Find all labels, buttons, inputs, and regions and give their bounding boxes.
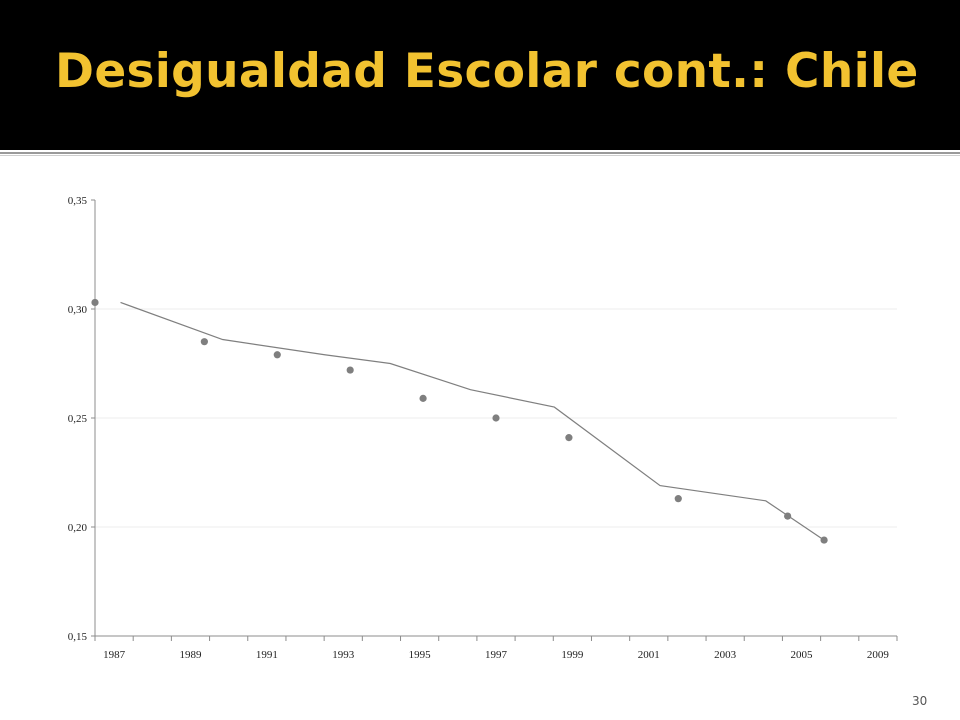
x-tick-label: 2003	[714, 649, 737, 661]
x-tick-label: 1993	[332, 649, 355, 661]
x-tick-label: 1999	[561, 649, 584, 661]
y-tick-label: 0,25	[68, 413, 88, 425]
title-divider-shadow	[0, 155, 960, 156]
y-axis-ticks	[91, 199, 95, 637]
x-tick-label: 1987	[103, 649, 126, 661]
x-tick-label: 1995	[409, 649, 432, 661]
x-axis-labels: 1987 1989 1991 1993 1995 1997 1999 2001 2003 2005…	[103, 649, 889, 661]
y-tick-label: 0,35	[68, 195, 88, 207]
page-number: 30	[912, 694, 928, 708]
x-tick-label: 2005	[791, 649, 814, 661]
x-tick-label: 1997	[485, 649, 508, 661]
data-points	[91, 298, 828, 544]
data-point	[820, 536, 828, 544]
data-point	[273, 351, 281, 359]
title-divider	[0, 152, 960, 154]
trend-line	[120, 301, 825, 541]
y-tick-label: 0,20	[68, 522, 88, 534]
y-tick-label: 0,15	[68, 631, 88, 643]
slide-title: Desigualdad Escolar cont.: Chile	[55, 44, 919, 99]
data-point	[565, 434, 573, 442]
x-tick-label: 1989	[179, 649, 202, 661]
chart: 1987 1989 1991 1993 1995 1997 1999 2001 2003 2005…	[68, 195, 898, 661]
data-point	[784, 512, 792, 520]
data-point	[492, 414, 500, 422]
title-bar: Desigualdad Escolar cont.: Chile	[0, 0, 960, 150]
x-tick-label: 1991	[256, 649, 278, 661]
x-tick-label: 2009	[867, 649, 890, 661]
y-tick-label: 0,30	[68, 304, 88, 316]
x-tick-label: 2001	[638, 649, 660, 661]
x-axis-ticks	[94, 636, 898, 641]
data-point	[200, 338, 208, 346]
y-axis-labels: 0,15 0,20 0,25 0,30 0,35	[68, 195, 88, 643]
data-point	[346, 366, 354, 374]
data-point	[91, 298, 99, 307]
data-point	[419, 394, 427, 402]
data-point	[674, 495, 682, 503]
